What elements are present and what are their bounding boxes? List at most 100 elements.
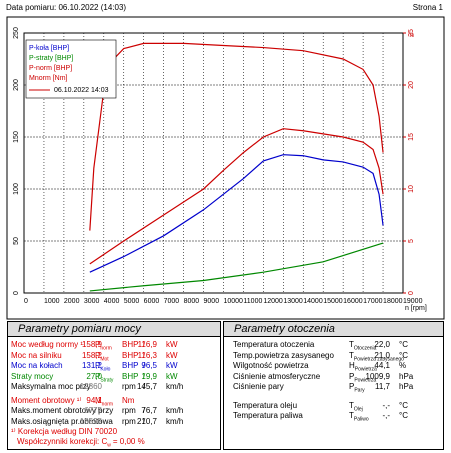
unit-2: kW — [166, 340, 178, 349]
chart: n [rpm] n 0 1000 2000 3000 4000 5000 6000 7000 8… — [6, 16, 445, 320]
separator: / — [143, 406, 146, 415]
symbol-sub: Powietrza — [354, 377, 377, 384]
unit: °C — [399, 350, 408, 360]
value: -,- — [382, 400, 390, 410]
coef-label: Współczynniki korekcji: C — [17, 437, 108, 446]
x-tick-label: 5000 — [124, 298, 140, 305]
separator: / — [143, 416, 146, 426]
symbol-sub: Powietrza zasysanego — [353, 356, 404, 363]
coef-sub: w — [107, 442, 111, 449]
row-label: Temperatura otoczenia — [233, 340, 315, 349]
unit-2: km/h — [166, 382, 184, 391]
symbol-sub: norm — [100, 345, 112, 352]
symbol-main: H — [349, 361, 355, 370]
y-tick-label: 50 — [13, 237, 20, 245]
x-tick-label: 18000 — [383, 298, 403, 305]
x-axis-label: n [rpm] — [405, 305, 427, 312]
legend-title: 06.10.2022 14:03 — [54, 87, 109, 94]
symbol-main: P — [349, 371, 355, 381]
symbol-main: P — [95, 350, 101, 360]
row: Maks.osiągnięta pr.obrotowa 18595 rpm /210,… — [11, 417, 217, 427]
value-1: 27,0 — [86, 371, 102, 381]
row-label: Moment obrotowy ¹⁾ — [11, 395, 82, 405]
x-tick-label: 0 — [24, 298, 28, 305]
x-tick-label: 2000 — [64, 298, 80, 305]
value: 11,7 — [375, 382, 390, 391]
series-line — [89, 242, 384, 292]
row-label: Maks.osiągnięta pr.obrotowa — [11, 416, 113, 426]
row-label: Ciśnienie pary — [233, 382, 284, 391]
y-tick-label: 150 — [13, 131, 20, 143]
y2-axis-label: n — [410, 32, 414, 39]
unit-1: rpm — [122, 406, 136, 415]
separator: / — [143, 350, 146, 360]
symbol-main: T — [349, 411, 354, 420]
x-tick-label: 16000 — [343, 298, 363, 305]
x-tick-label: 1000 — [44, 298, 60, 305]
header-page: Strona 1 — [412, 3, 443, 12]
x-tick-label: 7000 — [164, 298, 180, 305]
row: Wilgotność powietrza HPowietrza 44,1% — [227, 361, 440, 373]
unit-2: kW — [166, 371, 178, 381]
unit: hPa — [399, 382, 414, 391]
x-tick-label: 10000 — [223, 298, 243, 305]
value-2: 210,7 — [136, 416, 157, 426]
row: Temperatura paliwa TPaliwo -,- °C — [227, 411, 440, 423]
value: 21,0 — [374, 350, 390, 360]
legend-entry: Mnorm [Nm] — [29, 75, 68, 82]
value: 44,1 — [374, 361, 390, 370]
coef: Współczynniki korekcji: Cw = 0,00 % — [17, 437, 145, 451]
value-1: 131,2 — [81, 361, 102, 370]
unit-1: rpm — [122, 416, 136, 426]
row: Moc według normy ¹⁾ Pnorm 158,9 BHP /116,9 kW — [11, 340, 217, 352]
series-line — [89, 128, 384, 265]
separator: / — [143, 382, 146, 391]
row: Temperatura oleju TOlej -,- °C — [227, 400, 440, 413]
y2-tick-label: 25 — [408, 29, 415, 37]
x-tick-label: 6000 — [144, 298, 160, 305]
separator: / — [143, 371, 146, 381]
symbol: TPowietrza zasysanego — [349, 351, 404, 365]
legend-box — [25, 39, 117, 99]
legend-entry: P-koła [BHP] — [29, 45, 69, 52]
value: -,- — [382, 411, 390, 420]
row-label: Temp.powietrza zasysanego — [233, 350, 334, 360]
y-tick-label: 100 — [13, 183, 20, 195]
row: Moc na kołach PKoło 131,2 BHP /96,5 kW — [11, 361, 217, 373]
symbol: Pnorm — [95, 340, 112, 354]
symbol-main: T — [349, 350, 354, 360]
series-line — [89, 154, 384, 273]
value-1: 158,2 — [81, 350, 102, 360]
row-label: Temperatura paliwa — [233, 411, 303, 420]
x-tick-label: 15000 — [323, 298, 343, 305]
symbol-sub: Mot — [100, 356, 109, 363]
row-label: Straty mocy — [11, 371, 54, 381]
unit-2: kW — [166, 350, 178, 360]
value: 22,0 — [374, 340, 390, 349]
value-1: 12860 — [79, 382, 102, 391]
x-tick-label: 3000 — [84, 298, 100, 305]
power-title: Parametry pomiaru mocy — [8, 322, 220, 337]
unit-1: rpm — [122, 382, 136, 391]
unit-1: BHP — [122, 350, 139, 360]
note: ¹⁾ Korekcja według DIN 70020 — [11, 427, 118, 436]
value-1: 18595 — [79, 416, 102, 426]
x-tick-label: 9000 — [204, 298, 220, 305]
unit-2: km/h — [166, 406, 184, 415]
row: Moc na silniku PMot 158,2 BHP /116,3 kW — [11, 350, 217, 363]
symbol: PPowietrza — [349, 372, 376, 386]
row-label: Ciśnienie atmosferyczne — [233, 371, 321, 381]
value-2: 96,5 — [141, 361, 157, 370]
symbol-sub: Straty — [100, 377, 114, 384]
symbol: TOlej — [349, 401, 363, 415]
symbol-sub: Koło — [100, 366, 111, 373]
row: Maks.moment obrotowy przy 6775 rpm /76,7 km/… — [11, 406, 217, 416]
y-tick-label: 200 — [13, 79, 20, 91]
unit-2: kW — [166, 361, 178, 370]
row: Temperatura otoczenia TOtoczenia 22,0 °C — [227, 340, 440, 352]
legend-entry: P-straty [BHP] — [29, 55, 73, 62]
unit: hPa — [399, 371, 414, 381]
row: Straty mocy PStraty 27,0 BHP /19,9 kW — [11, 371, 217, 384]
x-tick-label: 13000 — [283, 298, 303, 305]
